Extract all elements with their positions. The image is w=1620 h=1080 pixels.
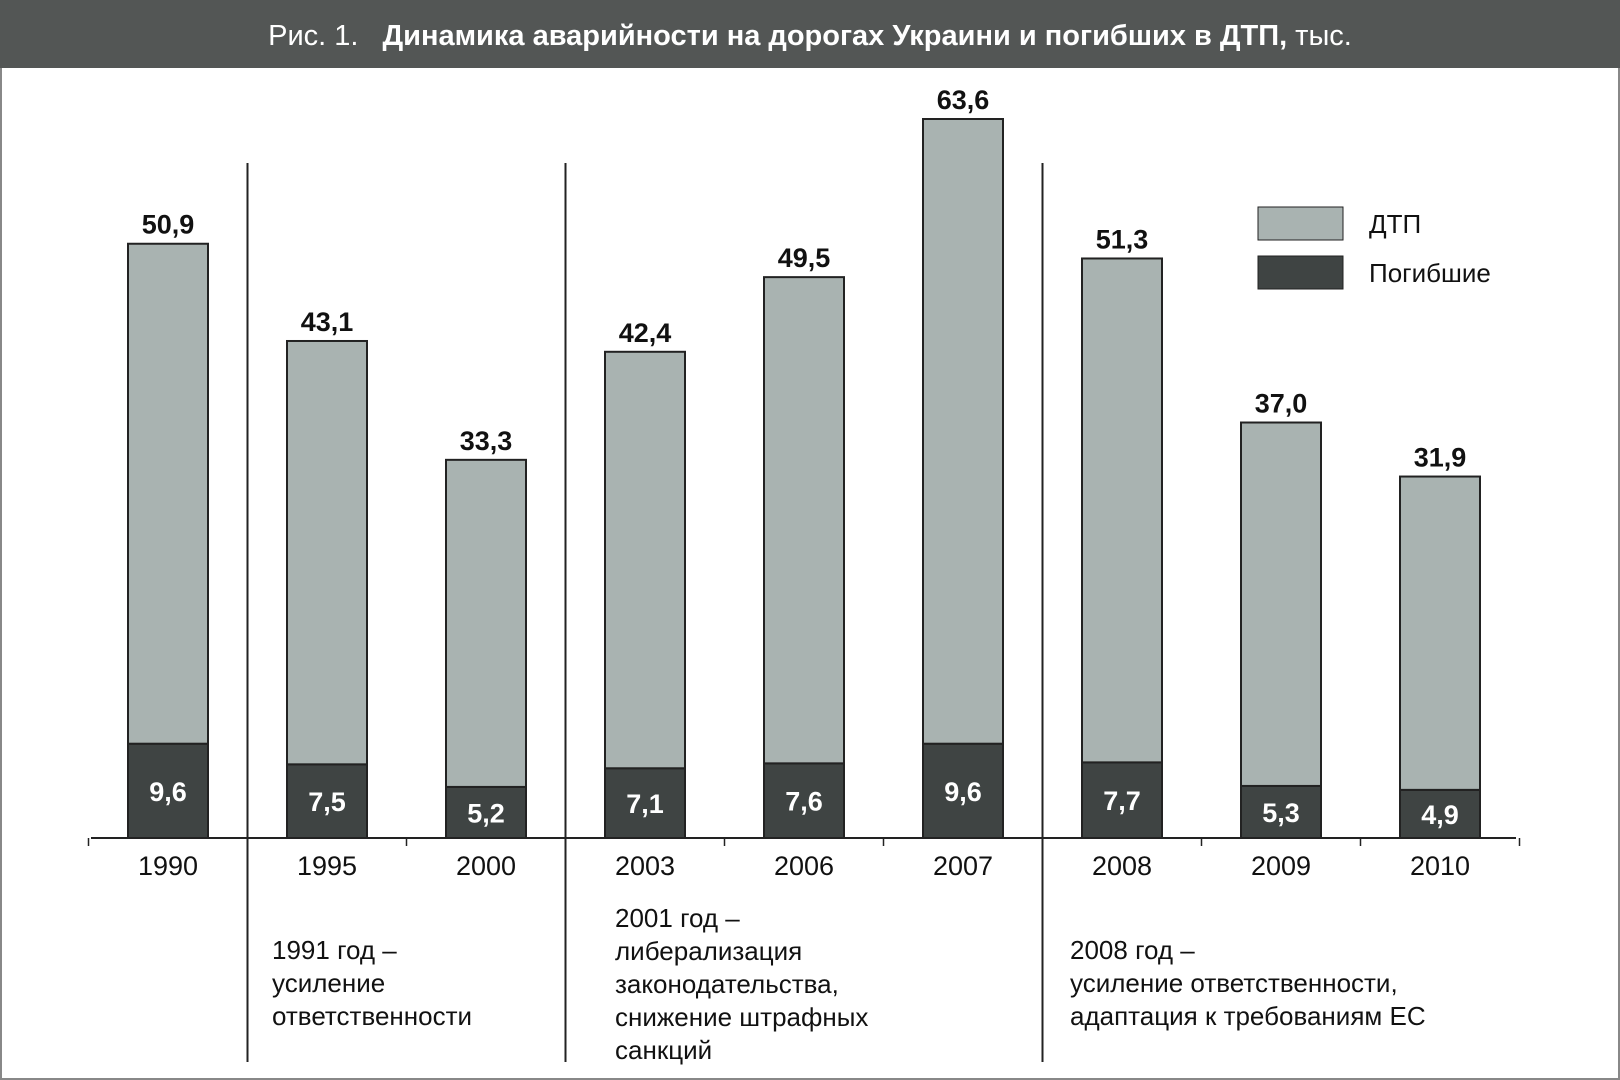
value-label: 7,5 xyxy=(308,787,346,817)
bar-segment xyxy=(922,118,1004,745)
title-bar xyxy=(0,0,1620,68)
bar-segment xyxy=(127,242,209,745)
value-label: 33,3 xyxy=(460,426,513,456)
value-label: 5,2 xyxy=(467,798,505,828)
annotation-line: усиление xyxy=(272,968,385,998)
annotation-line: 2001 год – xyxy=(615,903,740,933)
value-label: 37,0 xyxy=(1255,389,1308,419)
chart-title: Рис. 1. Динамика аварийности на дорогах У… xyxy=(268,20,1352,52)
x-tick-label: 1990 xyxy=(138,851,198,881)
value-label: 7,7 xyxy=(1103,786,1141,816)
bar-segment xyxy=(445,458,527,788)
x-tick-label: 2008 xyxy=(1092,851,1152,881)
annotation-line: ответственности xyxy=(272,1001,472,1031)
legend-swatch xyxy=(1257,206,1344,241)
x-tick-label: 2003 xyxy=(615,851,675,881)
value-label: 50,9 xyxy=(142,210,195,240)
bar-segment xyxy=(286,339,368,766)
x-tick-label: 1995 xyxy=(297,851,357,881)
legend-swatch xyxy=(1257,255,1344,290)
x-tick-label: 2000 xyxy=(456,851,516,881)
annotation-line: либерализация xyxy=(615,936,802,966)
value-label: 42,4 xyxy=(619,318,672,348)
bar-segment xyxy=(604,350,686,770)
value-label: 9,6 xyxy=(944,777,982,807)
value-label: 51,3 xyxy=(1096,224,1149,254)
bar-segment xyxy=(1240,421,1322,787)
bar-segment xyxy=(1399,475,1481,791)
value-label: 4,9 xyxy=(1421,800,1459,830)
bar-segment xyxy=(922,742,1004,839)
value-label: 9,6 xyxy=(149,777,187,807)
value-label: 31,9 xyxy=(1414,443,1467,473)
title-prefix: Рис. 1. xyxy=(268,20,358,52)
annotation-line: 2008 год – xyxy=(1070,935,1195,965)
annotation-line: усиление ответственности, xyxy=(1070,968,1398,998)
legend-label: ДТП xyxy=(1369,209,1421,239)
x-tick-label: 2006 xyxy=(774,851,834,881)
annotation-line: законодательства, xyxy=(615,969,839,999)
value-label: 63,6 xyxy=(937,85,990,115)
x-tick-label: 2010 xyxy=(1410,851,1470,881)
value-label: 7,6 xyxy=(785,787,823,817)
annotation-line: санкций xyxy=(615,1035,712,1065)
annotation-line: снижение штрафных xyxy=(615,1002,868,1032)
value-label: 43,1 xyxy=(301,307,354,337)
x-tick-label: 2007 xyxy=(933,851,993,881)
value-label: 49,5 xyxy=(778,243,831,273)
annotation-line: адаптация к требованиям ЕС xyxy=(1070,1001,1426,1031)
title-suffix: тыс. xyxy=(1295,20,1352,52)
title-main: Динамика аварийности на дорогах Украини … xyxy=(382,20,1287,52)
x-tick-label: 2009 xyxy=(1251,851,1311,881)
legend-label: Погибшие xyxy=(1369,258,1491,288)
bar-segment xyxy=(763,276,845,765)
bar-segment xyxy=(1081,257,1163,764)
value-label: 5,3 xyxy=(1262,798,1300,828)
annotation-line: 1991 год – xyxy=(272,935,397,965)
value-label: 7,1 xyxy=(626,789,664,819)
bar-segment xyxy=(286,763,368,839)
bar-segment xyxy=(1081,761,1163,840)
bar-segment xyxy=(1240,784,1322,840)
